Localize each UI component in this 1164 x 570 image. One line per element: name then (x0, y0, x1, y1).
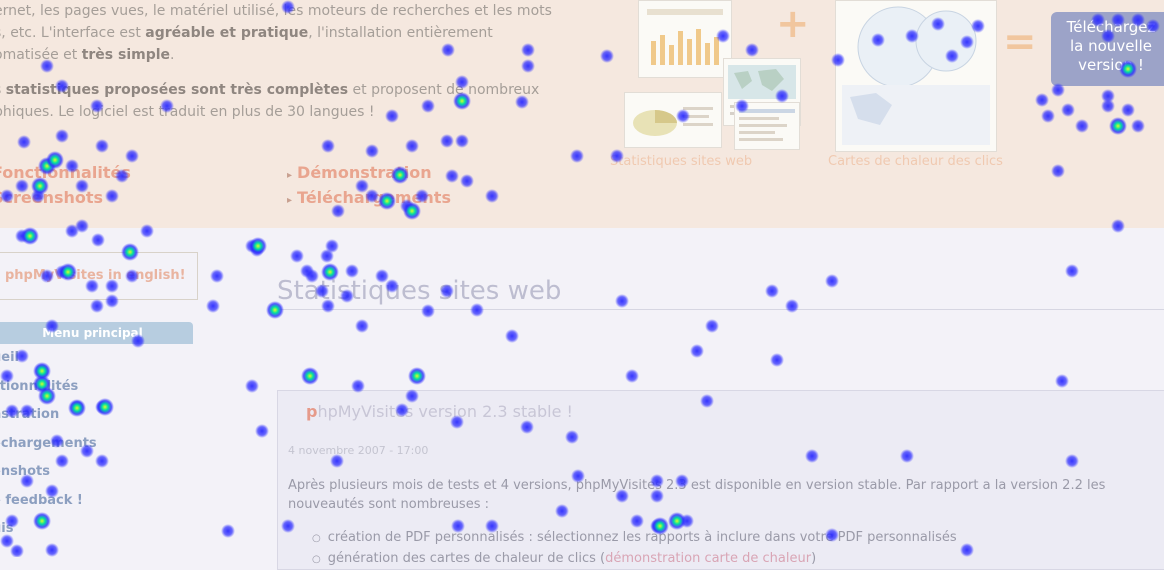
page-title: Statistiques sites web (277, 276, 562, 306)
menu-item-feedback[interactable]: e feedback ! (0, 492, 83, 508)
news-title[interactable]: phpMyVisites version 2.3 stable ! (306, 402, 573, 421)
heatmap-click-spot (15, 229, 29, 243)
intro-bold: agréable et pratique (145, 25, 309, 41)
english-link-label: phpMyVisites in english! (5, 268, 186, 283)
menu-item-screenshots[interactable]: enshots (0, 464, 50, 479)
download-new-version-button[interactable]: Téléchargez la nouvelle version ! (1051, 12, 1164, 86)
intro-bold: statistiques proposées sont très complèt… (5, 82, 349, 98)
heatmap-click-spot (505, 329, 519, 343)
heatmap-click-spot (45, 543, 59, 557)
main-menu: Menu principal ueil ctionnalités nstrati… (0, 322, 193, 544)
stats-screenshot-table[interactable] (734, 102, 800, 150)
heatmap-click-spot (765, 284, 779, 298)
heatmap-click-spot (210, 269, 224, 283)
download-label: Téléchargez (1066, 18, 1156, 36)
heatmap-click-spot (785, 299, 799, 313)
menu-item-accueil[interactable]: ueil (0, 350, 19, 365)
heatmap-screenshot[interactable] (835, 0, 997, 152)
equals-icon: = (1003, 19, 1037, 65)
stats-screenshot-pie[interactable] (624, 92, 722, 148)
intro-line: s, etc. L'interface est (0, 25, 146, 41)
heatmap-click-spot (290, 249, 304, 263)
intro-line: ernet, les pages vues, le matériel utili… (0, 3, 552, 19)
heatmap-click-spot (625, 369, 639, 383)
list-item-text: création de PDF personnalisés : sélectio… (327, 530, 957, 545)
list-item: création de PDF personnalisés : sélectio… (312, 528, 957, 549)
menu-item-demonstration[interactable]: nstration (0, 407, 60, 422)
link-demonstration[interactable]: ▸ Démonstration (287, 163, 432, 182)
news-body: Après plusieurs mois de tests et 4 versi… (288, 478, 1106, 512)
heatmap-click-spot (615, 294, 629, 308)
heatmap-click-spot (90, 299, 104, 313)
link-telechargements[interactable]: ▸ Téléchargements (287, 188, 451, 207)
download-label: version ! (1078, 56, 1144, 74)
heatmap-click-spot (1065, 264, 1079, 278)
intro-paragraph-2: s statistiques proposées sont très compl… (0, 79, 554, 123)
intro-line: et proposent de nombreux (348, 82, 540, 98)
heatmap-hot-spot (21, 227, 39, 245)
intro-line: , l'installation entièrement (308, 25, 493, 41)
intro-paragraph-1: ernet, les pages vues, le matériel utili… (0, 0, 554, 66)
heatmap-click-spot (705, 319, 719, 333)
bar-chart-thumbnail (647, 9, 723, 65)
plus-icon: + (776, 1, 810, 47)
heatmap-click-spot (221, 524, 235, 538)
download-label: la nouvelle (1070, 37, 1152, 55)
caption-stats: Statistiques sites web (610, 154, 753, 169)
link-fonctionnalites[interactable]: Fonctionnalités (0, 163, 131, 182)
arrow-right-icon: ▸ (287, 170, 293, 181)
stats-screenshot-bars[interactable] (638, 0, 732, 78)
heatmap-click-spot (825, 274, 839, 288)
heatmap-click-spot (10, 544, 24, 557)
heatmap-click-spot (250, 243, 264, 257)
heatmap-click-spot (355, 319, 369, 333)
heatmap-click-spot (245, 379, 259, 393)
news-title-text: hpMyVisites version 2.3 stable ! (317, 402, 573, 421)
heatmap-hot-spot (301, 367, 319, 385)
heatmap-click-spot (91, 233, 105, 247)
intro-line: s (0, 82, 6, 98)
title-divider (277, 309, 1164, 310)
heatmap-hot-spot (249, 237, 267, 255)
menu-item-fonctionnalites[interactable]: ctionnalités (0, 378, 79, 394)
intro-line: omatisée et (0, 47, 82, 63)
feature-links-left: Fonctionnalités Screenshots (0, 160, 131, 210)
intro-text: ernet, les pages vues, le matériel utili… (0, 0, 554, 136)
link-screenshots[interactable]: Screenshots (0, 188, 104, 207)
heatmap-click-spot (245, 239, 259, 253)
heatmap-click-spot (690, 344, 704, 358)
heatmap-click-spot (421, 304, 435, 318)
heatmap-click-spot (770, 353, 784, 367)
heatmap-demo-link[interactable]: démonstration carte de chaleur (605, 551, 812, 566)
arrow-right-icon: ▸ (287, 195, 293, 206)
intro-bold: très simple (81, 47, 171, 63)
heatmap-click-spot (206, 299, 220, 313)
heatmap-thumbnail (842, 6, 990, 145)
table-thumbnail (739, 109, 795, 141)
list-item-text: ) (811, 551, 817, 566)
news-date: 4 novembre 2007 - 17:00 (288, 444, 429, 457)
news-feature-list: création de PDF personnalisés : sélectio… (312, 528, 957, 570)
menu-item-telechargements[interactable]: échargements (0, 435, 97, 451)
list-item-text: génération des cartes de chaleur de clic… (327, 551, 606, 566)
intro-line: phiques. Le logiciel est traduit en plus… (0, 104, 375, 120)
heatmap-click-spot (320, 249, 334, 263)
caption-heatmap: Cartes de chaleur des clics (828, 154, 1003, 169)
heatmap-hot-spot (408, 367, 426, 385)
heatmap-click-spot (255, 424, 269, 438)
heatmap-click-spot (325, 239, 339, 253)
english-version-link[interactable]: phpMyVisites in english! (0, 252, 198, 300)
main-menu-title: Menu principal (0, 322, 193, 344)
news-title-initial: p (306, 402, 318, 421)
heatmap-click-spot (1055, 374, 1069, 388)
intro-line: . (170, 47, 175, 63)
feature-links-right: ▸ Démonstration ▸ Téléchargements (287, 160, 451, 210)
list-item: génération des cartes de chaleur de clic… (312, 549, 957, 570)
menu-item-qui[interactable]: uis (0, 521, 14, 536)
pie-chart-thumbnail (633, 107, 713, 136)
